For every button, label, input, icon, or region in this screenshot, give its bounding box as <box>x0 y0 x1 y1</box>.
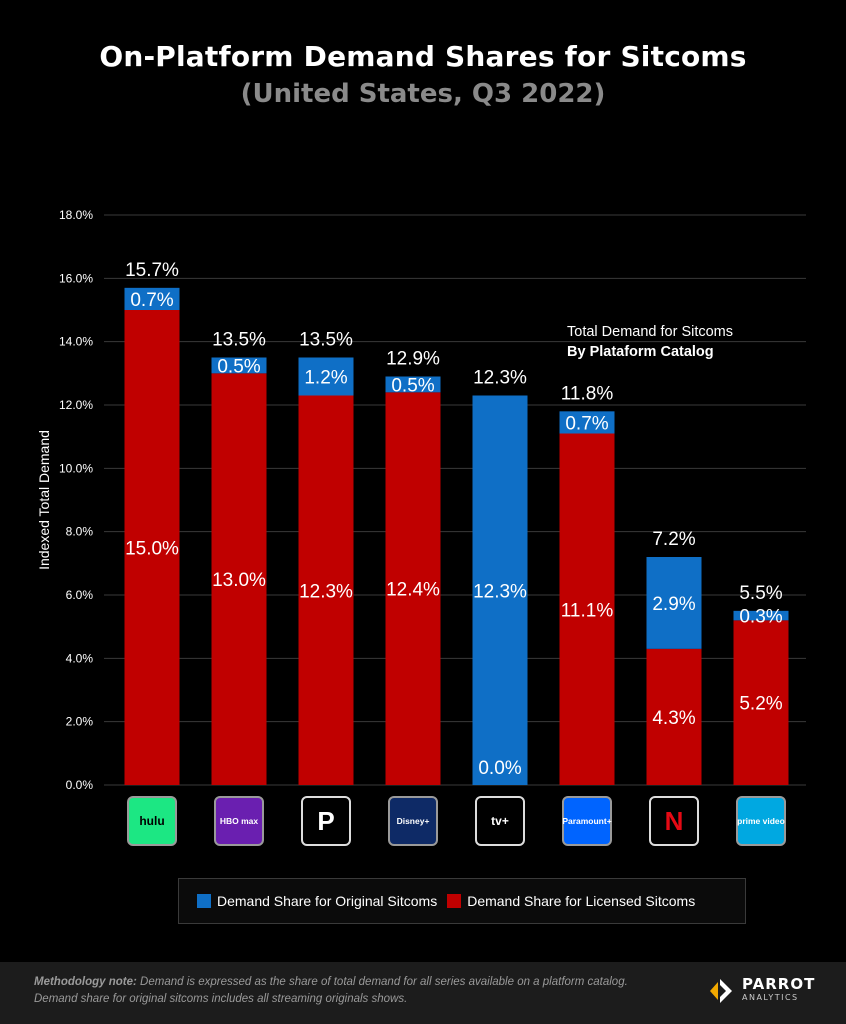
peacock-logo-icon <box>301 796 351 846</box>
data-label-total: 5.5% <box>739 583 782 604</box>
legend-label-licensed: Demand Share for Licensed Sitcoms <box>467 893 696 909</box>
paramount-plus-logo-icon <box>562 796 612 846</box>
methodology-note-label: Methodology note: <box>34 976 137 988</box>
annotation-line-1: Total Demand for Sitcoms <box>567 324 734 340</box>
parrot-logo-icon <box>710 979 732 1003</box>
parrot-analytics-logo: PARROT ANALYTICS <box>708 976 815 1006</box>
logo-text: HBO max <box>220 816 259 826</box>
hbo-max-logo-icon <box>214 796 264 846</box>
logo-text: tv+ <box>491 814 509 828</box>
data-label-total: 13.5% <box>212 330 266 351</box>
bar-original <box>211 357 267 374</box>
methodology-note: Methodology note: Demand is expressed as… <box>34 974 644 1008</box>
data-label-licensed: 5.2% <box>739 694 782 715</box>
bar-original <box>124 287 180 310</box>
data-label-total: 7.2% <box>652 529 695 550</box>
bar-original <box>472 395 528 785</box>
data-label-licensed: 11.1% <box>561 600 614 621</box>
legend-label-original: Demand Share for Original Sitcoms <box>217 893 438 909</box>
logo-text: Paramount+ <box>562 816 611 826</box>
bar-original <box>646 557 702 649</box>
data-label-original: 0.3% <box>739 607 782 628</box>
legend-swatch-licensed <box>447 894 462 908</box>
apple-tv-logo-icon <box>475 796 525 846</box>
data-label-licensed: 15.0% <box>125 539 179 560</box>
bar-licensed <box>559 433 615 785</box>
bar-original <box>559 411 615 434</box>
bar-licensed <box>646 648 702 785</box>
disney-plus-logo-icon <box>388 796 438 846</box>
y-tick-label: 10.0% <box>59 461 93 475</box>
y-axis-label: Indexed Total Demand <box>36 430 52 570</box>
brand-name: PARROT <box>742 975 816 993</box>
bar-licensed <box>124 310 180 785</box>
y-tick-label: 12.0% <box>59 398 93 412</box>
y-tick-label: 6.0% <box>66 588 94 602</box>
prime-video-logo-icon <box>736 796 786 846</box>
data-label-original: 0.5% <box>217 356 260 377</box>
y-tick-label: 4.0% <box>66 651 94 665</box>
data-label-total: 12.3% <box>473 368 527 389</box>
bar-licensed <box>385 392 441 785</box>
legend-swatch-original <box>197 894 211 908</box>
y-tick-label: 0.0% <box>66 778 94 792</box>
bar-original <box>298 357 354 396</box>
legend-item-licensed: Demand Share for Licensed Sitcoms <box>447 893 695 909</box>
y-tick-label: 18.0% <box>59 208 93 222</box>
data-label-original: 1.2% <box>304 368 347 389</box>
bar-licensed <box>298 395 354 785</box>
data-label-licensed: 12.4% <box>386 580 440 601</box>
logo-text: hulu <box>139 814 164 828</box>
chart-title: On-Platform Demand Shares for Sitcoms <box>99 40 747 73</box>
bar-licensed <box>211 373 267 785</box>
hulu-logo-icon <box>127 796 177 846</box>
y-tick-label: 16.0% <box>59 271 93 285</box>
data-label-original: 0.7% <box>130 290 173 311</box>
data-label-total: 11.8% <box>561 383 614 404</box>
legend-item-original: Demand Share for Original Sitcoms <box>197 893 437 909</box>
bar-original <box>733 610 789 621</box>
logo-text: P <box>317 806 334 836</box>
data-label-original: 0.5% <box>391 375 434 396</box>
chart-subtitle: (United States, Q3 2022) <box>240 79 606 109</box>
data-label-total: 15.7% <box>125 260 179 281</box>
methodology-note-text: Demand is expressed as the share of tota… <box>34 976 628 1005</box>
y-tick-label: 14.0% <box>59 335 93 349</box>
stacked-bar-chart: 0.0% 2.0% 4.0% 6.0% 8.0% 10.0% 12.0% 14.0% 16.0%… <box>36 208 806 846</box>
logo-text: N <box>665 806 684 836</box>
data-label-total: 12.9% <box>386 349 440 370</box>
y-tick-label: 2.0% <box>66 715 94 729</box>
y-tick-label: 8.0% <box>66 525 94 539</box>
chart-annotation: Total Demand for Sitcoms By Plataform Ca… <box>567 322 733 362</box>
footer: Methodology note: Demand is expressed as… <box>0 962 846 1024</box>
data-label-licensed: 12.3% <box>299 581 353 602</box>
data-label-licensed: 13.0% <box>212 570 266 591</box>
logo-text: Disney+ <box>397 816 430 826</box>
data-label-licensed: 0.0% <box>478 758 521 779</box>
annotation-line-2: By Plataform Catalog <box>567 344 714 360</box>
bar-licensed <box>733 620 789 785</box>
bar-original <box>385 376 441 393</box>
data-label-original: 2.9% <box>652 594 695 615</box>
data-label-original: 12.3% <box>473 581 527 602</box>
data-label-licensed: 4.3% <box>652 708 695 729</box>
brand-subname: ANALYTICS <box>742 993 799 1002</box>
netflix-logo-icon <box>649 796 699 846</box>
data-label-original: 0.7% <box>565 413 608 434</box>
data-label-total: 13.5% <box>299 330 353 351</box>
logo-text: prime video <box>737 816 785 826</box>
chart-legend: Demand Share for Original Sitcoms Demand… <box>178 878 746 924</box>
